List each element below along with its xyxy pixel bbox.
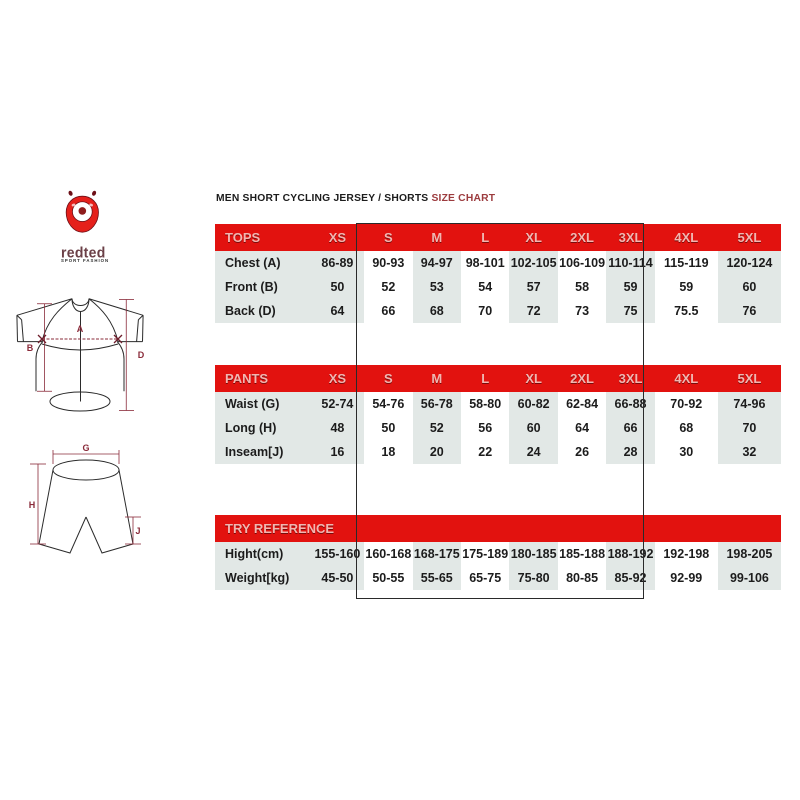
svg-text:A: A [77,324,84,334]
svg-text:H: H [29,500,36,510]
svg-text:B: B [27,343,34,353]
svg-text:G: G [82,443,89,453]
svg-text:D: D [138,350,145,360]
svg-text:J: J [135,526,140,536]
